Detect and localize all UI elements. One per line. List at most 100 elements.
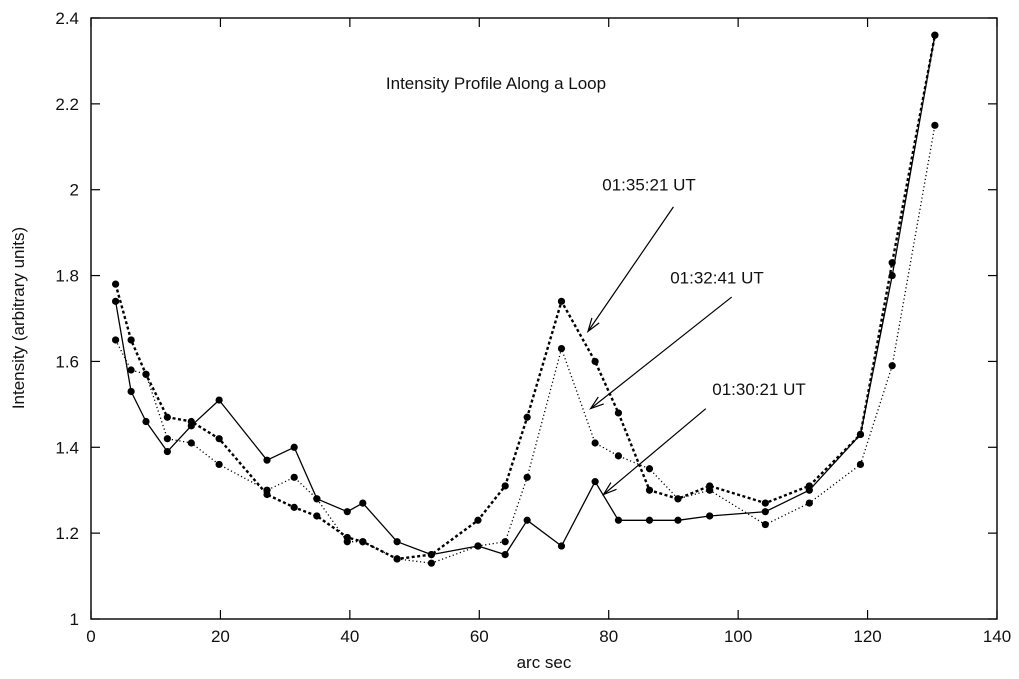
data-point <box>142 417 150 426</box>
annotation-arrow-line <box>590 296 733 410</box>
y-tick-label: 1.6 <box>55 352 79 371</box>
data-point <box>591 478 599 486</box>
data-point <box>111 297 120 305</box>
y-tick-label: 1.2 <box>55 524 79 543</box>
annotation-label: 01:30:21 UT <box>712 380 806 399</box>
data-point <box>163 413 171 421</box>
x-tick-label: 100 <box>724 627 752 646</box>
data-point <box>805 482 813 490</box>
data-point <box>313 495 321 503</box>
data-point <box>501 551 509 559</box>
data-point <box>523 516 531 524</box>
data-point <box>523 413 531 421</box>
x-tick-label: 80 <box>599 627 618 646</box>
data-point <box>888 259 896 267</box>
data-point <box>706 482 714 490</box>
data-point <box>427 551 435 559</box>
data-point <box>163 447 171 456</box>
annotation-arrow-head <box>586 317 600 333</box>
x-tick-label: 20 <box>211 627 230 646</box>
data-point <box>591 439 599 447</box>
data-point <box>313 512 321 520</box>
series-group <box>111 31 939 567</box>
data-point <box>263 490 271 499</box>
data-point <box>290 473 298 481</box>
data-point <box>557 297 566 305</box>
data-point <box>187 417 195 426</box>
annotation-arrow-head <box>602 482 617 496</box>
data-point <box>343 533 351 542</box>
data-point <box>359 499 367 507</box>
data-point <box>674 495 682 503</box>
series-line-2 <box>115 125 936 564</box>
plot-frame <box>90 17 998 620</box>
data-point <box>856 460 865 469</box>
data-point <box>931 31 939 39</box>
data-point <box>591 357 599 366</box>
data-point <box>523 473 531 481</box>
data-point <box>359 538 367 546</box>
data-point <box>557 542 566 550</box>
axis-ticks: 0 20 40 60 80 100 120 140 1 1.2 1.4 1.6 1.8 2 2.2 2.4 <box>55 9 1011 646</box>
data-point <box>215 460 223 469</box>
data-point <box>501 538 509 546</box>
y-tick-label: 2.2 <box>55 95 79 114</box>
annotations-group: 01:35:21 UT 01:32:41 UT 01:30:21 UT <box>586 176 806 496</box>
y-tick-label: 2.4 <box>55 9 79 28</box>
x-axis-label: arc sec <box>517 653 572 672</box>
data-point <box>215 435 223 443</box>
data-point <box>215 396 223 404</box>
data-point <box>187 439 195 447</box>
data-point <box>343 508 351 516</box>
data-point <box>645 465 654 473</box>
annotation-arrow-head <box>589 396 604 410</box>
annotation-label: 01:35:21 UT <box>602 176 696 195</box>
y-axis-label: Intensity (arbitrary units) <box>9 227 28 409</box>
data-point <box>393 555 401 563</box>
data-point <box>856 430 865 439</box>
data-point <box>614 516 623 524</box>
data-point <box>614 452 623 460</box>
annotation-label: 01:32:41 UT <box>670 268 764 287</box>
x-tick-label: 140 <box>983 627 1011 646</box>
y-tick-label: 1 <box>70 610 79 629</box>
y-tick-label: 1.4 <box>55 438 79 457</box>
data-point <box>127 387 135 396</box>
data-point <box>111 336 120 344</box>
data-point <box>474 542 482 550</box>
y-tick-label: 2 <box>70 181 79 200</box>
data-point <box>263 456 271 464</box>
data-point <box>142 370 150 378</box>
data-point <box>761 520 769 529</box>
data-point <box>674 516 682 524</box>
data-point <box>427 559 435 567</box>
data-point <box>501 482 509 490</box>
x-tick-label: 120 <box>853 627 881 646</box>
annotation-arrow-line <box>603 408 707 495</box>
data-point <box>888 362 896 370</box>
annotation-arrow-line <box>587 206 674 332</box>
data-point <box>111 280 120 288</box>
data-point <box>290 503 298 511</box>
data-point <box>931 121 939 129</box>
data-point <box>645 516 654 524</box>
data-point <box>761 508 769 516</box>
data-point <box>290 443 298 451</box>
data-point <box>614 409 623 417</box>
data-point <box>706 512 714 520</box>
x-tick-label: 0 <box>86 627 95 646</box>
x-tick-label: 60 <box>470 627 489 646</box>
chart-title: Intensity Profile Along a Loop <box>386 74 606 93</box>
data-point <box>127 366 135 374</box>
data-point <box>127 336 135 344</box>
data-point <box>474 516 482 524</box>
y-tick-label: 1.8 <box>55 267 79 286</box>
data-point <box>393 538 401 546</box>
x-tick-label: 40 <box>340 627 359 646</box>
data-point <box>761 499 769 507</box>
data-point <box>805 499 813 507</box>
data-point <box>645 486 654 494</box>
data-point <box>163 435 171 443</box>
data-point <box>557 344 566 353</box>
